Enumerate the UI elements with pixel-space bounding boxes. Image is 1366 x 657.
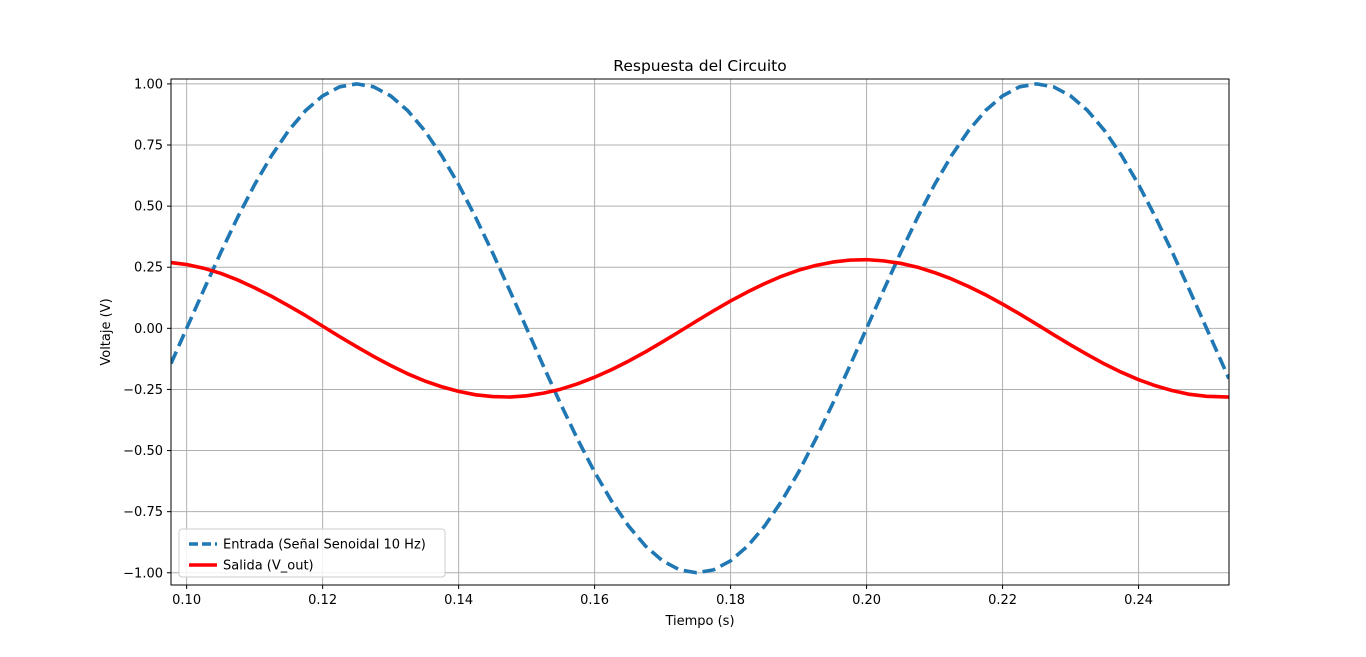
legend-label: Salida (V_out): [223, 559, 314, 574]
y-tick-label: 0.25: [134, 261, 163, 276]
x-tick-label: 0.16: [580, 593, 609, 608]
y-tick-label: 0.75: [134, 139, 163, 154]
x-tick-label: 0.10: [172, 593, 201, 608]
y-tick-label: −0.75: [123, 505, 163, 520]
legend: Entrada (Señal Senoidal 10 Hz) Salida (V_…: [178, 528, 446, 578]
legend-label: Entrada (Señal Senoidal 10 Hz): [223, 538, 426, 553]
series-line-entrada: [171, 82, 1229, 575]
ticks: 0.10 0.12 0.14 0.16 0.18 0.20 0.22 0.24 1.00 0.75…: [123, 77, 1153, 608]
legend-box: [178, 528, 446, 578]
x-tick-label: 0.22: [988, 593, 1017, 608]
series-line-salida: [171, 257, 1229, 399]
x-axis-label: Tiempo (s): [664, 614, 734, 629]
x-tick-label: 0.18: [716, 593, 745, 608]
y-axis-label: Voltaje (V): [99, 298, 114, 365]
x-tick-label: 0.12: [308, 593, 337, 608]
grid: [171, 79, 1229, 585]
y-tick-label: −1.00: [123, 566, 163, 581]
x-tick-label: 0.24: [1124, 593, 1153, 608]
y-tick-label: −0.50: [123, 444, 163, 459]
y-tick-label: 1.00: [134, 77, 163, 92]
x-tick-label: 0.20: [852, 593, 881, 608]
y-tick-label: 0.00: [134, 322, 163, 337]
y-tick-label: −0.25: [123, 383, 163, 398]
plot-frame: [170, 78, 1230, 586]
chart-title: Respuesta del Circuito: [613, 57, 786, 75]
series-layer: [171, 82, 1229, 575]
x-tick-label: 0.14: [444, 593, 473, 608]
y-tick-label: 0.50: [134, 200, 163, 215]
